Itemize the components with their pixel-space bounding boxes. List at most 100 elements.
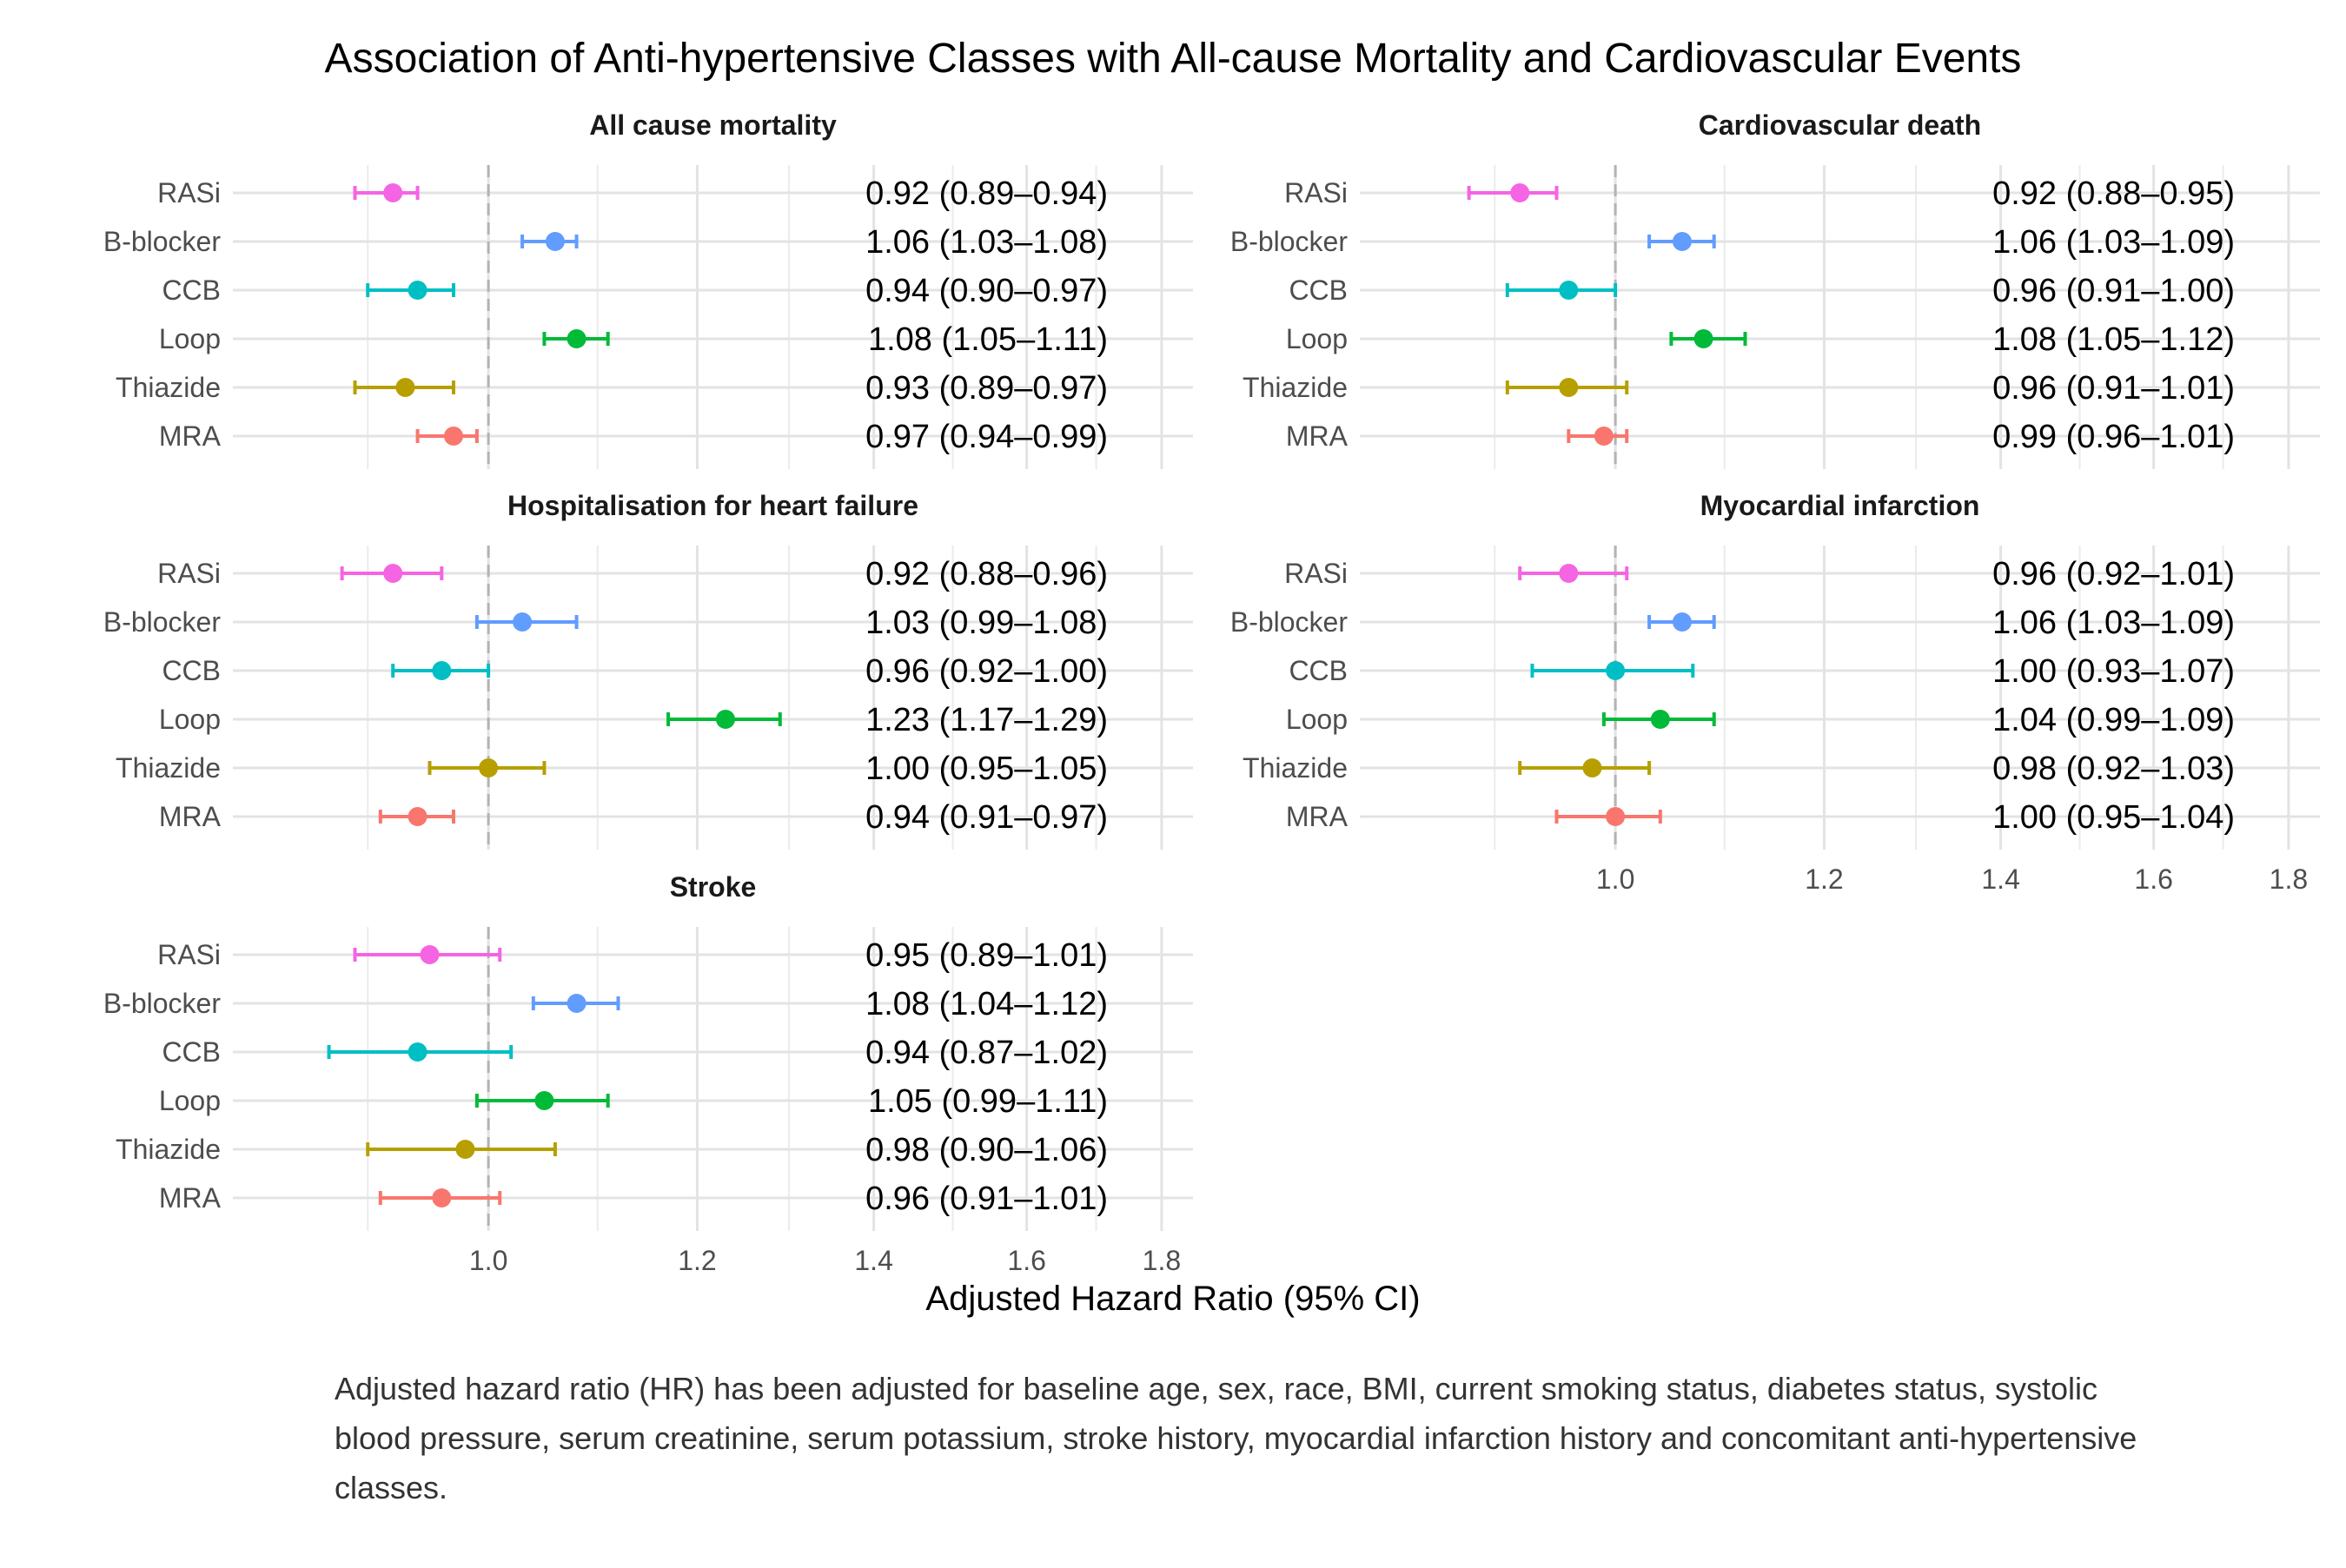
hr-point xyxy=(1510,183,1530,202)
y-tick-label: CCB xyxy=(1289,275,1348,306)
ci-text: 0.99 (0.96–1.01) xyxy=(1992,419,2235,455)
hr-point xyxy=(443,427,463,446)
ci-text: 0.94 (0.87–1.02) xyxy=(865,1035,1108,1071)
ci-text: 1.08 (1.05–1.12) xyxy=(1992,321,2235,358)
hr-point xyxy=(420,945,440,964)
ci-text: 1.04 (0.99–1.09) xyxy=(1992,702,2235,738)
hr-point xyxy=(715,710,735,729)
hr-point xyxy=(1672,612,1692,632)
panel-title: Myocardial infarction xyxy=(1700,490,1980,521)
ci-text: 0.94 (0.90–0.97) xyxy=(865,273,1108,309)
ci-text: 0.95 (0.89–1.01) xyxy=(865,937,1108,974)
ci-text: 1.06 (1.03–1.08) xyxy=(865,224,1108,261)
y-tick-label: RASi xyxy=(1284,177,1348,208)
hr-point xyxy=(432,661,452,680)
y-tick-label: RASi xyxy=(157,177,221,208)
hr-point xyxy=(395,378,415,397)
hr-point xyxy=(479,758,499,777)
y-tick-label: Loop xyxy=(1286,323,1348,354)
x-tick-label: 1.2 xyxy=(1805,863,1843,895)
ci-text: 1.06 (1.03–1.09) xyxy=(1992,605,2235,641)
caption: Adjusted hazard ratio (HR) has been adju… xyxy=(335,1371,2137,1505)
hr-point xyxy=(1693,329,1713,348)
y-tick-label: CCB xyxy=(162,1036,221,1068)
x-tick-label: 1.2 xyxy=(678,1245,716,1276)
x-tick-label: 1.6 xyxy=(2134,863,2172,895)
ci-text: 0.92 (0.88–0.95) xyxy=(1992,175,2235,212)
y-tick-label: B-blocker xyxy=(1230,226,1349,257)
y-tick-label: MRA xyxy=(159,420,222,452)
panel-1: Cardiovascular death RASi 0.92 (0.88–0.95)… xyxy=(1230,109,2320,469)
hr-point xyxy=(1606,807,1626,826)
ci-text: 1.00 (0.95–1.05) xyxy=(865,751,1108,787)
panel-0: All cause mortality RASi 0.92 (0.89–0.94) B… xyxy=(103,109,1193,469)
y-tick-label: Loop xyxy=(159,704,221,735)
y-tick-label: RASi xyxy=(157,558,221,589)
panel-title: Cardiovascular death xyxy=(1699,109,1981,141)
x-tick-label: 1.0 xyxy=(1596,863,1634,895)
y-tick-label: RASi xyxy=(157,939,221,970)
hr-point xyxy=(455,1140,475,1159)
hr-point xyxy=(513,612,533,632)
ci-text: 0.97 (0.94–0.99) xyxy=(865,419,1108,455)
panels-group: All cause mortality RASi 0.92 (0.89–0.94) B… xyxy=(103,109,2320,1276)
ci-text: 0.92 (0.88–0.96) xyxy=(865,556,1108,592)
x-tick-label: 1.0 xyxy=(469,1245,507,1276)
panel-2: Hospitalisation for heart failure RASi 0.9… xyxy=(103,490,1193,850)
panel-title: Stroke xyxy=(670,871,757,903)
y-tick-label: MRA xyxy=(159,801,222,832)
y-tick-label: Thiazide xyxy=(1243,372,1348,403)
y-tick-label: Loop xyxy=(159,1085,221,1116)
ci-text: 1.00 (0.95–1.04) xyxy=(1992,799,2235,836)
hr-point xyxy=(408,807,427,826)
x-tick-label: 1.6 xyxy=(1007,1245,1045,1276)
y-tick-label: Thiazide xyxy=(1243,752,1348,784)
hr-point xyxy=(408,281,427,300)
ci-text: 0.96 (0.91–1.01) xyxy=(1992,370,2235,407)
x-tick-label: 1.8 xyxy=(1143,1245,1181,1276)
hr-point xyxy=(1559,378,1579,397)
ci-text: 0.94 (0.91–0.97) xyxy=(865,799,1108,836)
chart-title: Association of Anti-hypertensive Classes… xyxy=(325,36,2022,82)
ci-text: 1.08 (1.05–1.11) xyxy=(868,321,1108,358)
y-tick-label: RASi xyxy=(1284,558,1348,589)
y-tick-label: Loop xyxy=(159,323,221,354)
ci-text: 0.96 (0.92–1.01) xyxy=(1992,556,2235,592)
hr-point xyxy=(383,564,403,583)
hr-point xyxy=(1650,710,1670,729)
ci-text: 1.08 (1.04–1.12) xyxy=(865,986,1108,1022)
hr-point xyxy=(1582,758,1602,777)
y-tick-label: Loop xyxy=(1286,704,1348,735)
hr-point xyxy=(1559,281,1579,300)
panel-title: Hospitalisation for heart failure xyxy=(507,490,918,521)
ci-text: 0.98 (0.92–1.03) xyxy=(1992,751,2235,787)
ci-text: 1.06 (1.03–1.09) xyxy=(1992,224,2235,261)
hr-point xyxy=(567,329,586,348)
y-tick-label: CCB xyxy=(162,275,221,306)
hr-point xyxy=(545,232,565,251)
panel-4: Stroke RASi 0.95 (0.89–1.01) B-blocker 1.08 … xyxy=(103,871,1193,1276)
y-tick-label: B-blocker xyxy=(1230,606,1349,638)
y-tick-label: MRA xyxy=(1286,420,1349,452)
hr-point xyxy=(567,994,586,1013)
x-tick-label: 1.4 xyxy=(854,1245,892,1276)
x-axis-label: Adjusted Hazard Ratio (95% CI) xyxy=(925,1280,1420,1318)
hr-point xyxy=(1672,232,1692,251)
y-tick-label: Thiazide xyxy=(116,752,221,784)
x-tick-label: 1.8 xyxy=(2270,863,2308,895)
ci-text: 0.98 (0.90–1.06) xyxy=(865,1132,1108,1168)
y-tick-label: Thiazide xyxy=(116,372,221,403)
panel-3: Myocardial infarction RASi 0.96 (0.92–1.01… xyxy=(1230,490,2320,895)
hr-point xyxy=(383,183,403,202)
ci-text: 0.96 (0.92–1.00) xyxy=(865,653,1108,690)
hr-point xyxy=(1594,427,1614,446)
hr-point xyxy=(534,1091,554,1110)
ci-text: 0.96 (0.91–1.01) xyxy=(865,1181,1108,1217)
ci-text: 1.05 (0.99–1.11) xyxy=(868,1083,1108,1120)
y-tick-label: B-blocker xyxy=(103,988,222,1019)
panel-title: All cause mortality xyxy=(589,109,837,141)
y-tick-label: B-blocker xyxy=(103,226,222,257)
ci-text: 0.96 (0.91–1.00) xyxy=(1992,273,2235,309)
x-tick-label: 1.4 xyxy=(1981,863,2019,895)
